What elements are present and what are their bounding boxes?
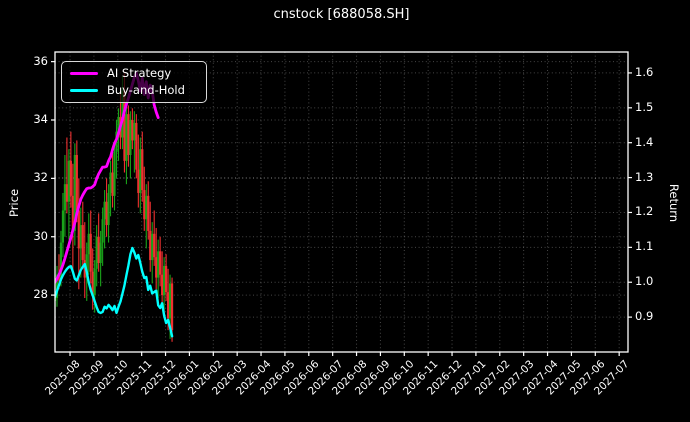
ai-strategy-line-icon — [70, 72, 98, 75]
price-tick-label: 32 — [33, 170, 48, 185]
return-tick-label: 1.0 — [635, 274, 654, 289]
price-tick-label: 28 — [33, 287, 48, 302]
price-tick-label: 36 — [33, 53, 48, 68]
return-tick-label: 1.3 — [635, 169, 654, 184]
legend-label-buy-and-hold: Buy-and-Hold — [107, 83, 185, 97]
return-tick-label: 1.4 — [635, 134, 654, 149]
return-tick-label: 1.2 — [635, 204, 654, 219]
legend-item-buy-and-hold: Buy-and-Hold — [70, 82, 198, 99]
return-tick-label: 1.5 — [635, 99, 654, 114]
legend-label-ai-strategy: AI Strategy — [107, 66, 172, 80]
return-tick-label: 0.9 — [635, 309, 654, 324]
buy-and-hold-line-icon — [70, 89, 98, 92]
price-tick-label: 30 — [33, 228, 48, 243]
legend: AI Strategy Buy-and-Hold — [61, 61, 207, 103]
legend-item-ai-strategy: AI Strategy — [70, 65, 198, 82]
return-tick-label: 1.6 — [635, 64, 654, 79]
chart-title: cnstock [688058.SH] — [273, 7, 410, 22]
price-tick-label: 34 — [33, 111, 48, 126]
return-tick-label: 1.1 — [635, 239, 654, 254]
